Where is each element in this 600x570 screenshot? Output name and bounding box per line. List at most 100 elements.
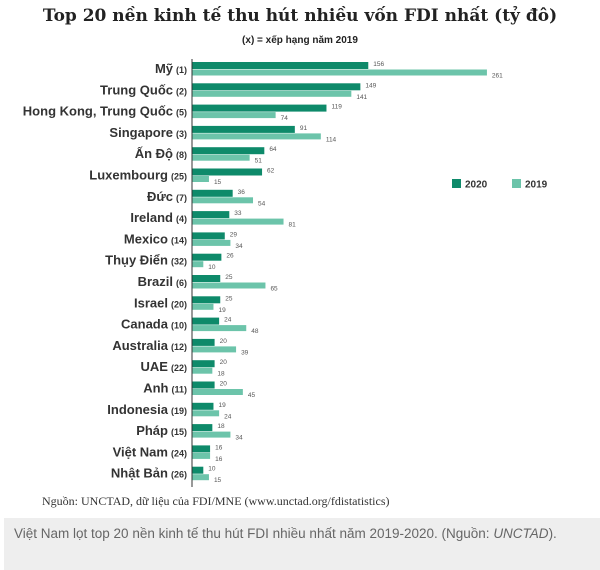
value-label-2019: 19 bbox=[218, 307, 226, 314]
bar-2019 bbox=[192, 431, 231, 438]
value-label-2020: 24 bbox=[224, 317, 232, 324]
category-label: Luxembourg bbox=[89, 168, 168, 183]
caption-text: Việt Nam lọt top 20 nền kinh tế thu hút … bbox=[14, 526, 494, 541]
bar-2020 bbox=[192, 62, 369, 69]
rank-label: (14) bbox=[171, 235, 187, 245]
bar-2020 bbox=[192, 168, 263, 176]
value-label-2019: 45 bbox=[248, 392, 256, 399]
value-label-2019: 114 bbox=[326, 136, 337, 143]
chart-title: Top 20 nền kinh tế thu hút nhiều vốn FDI… bbox=[42, 6, 558, 26]
category-label: Đức bbox=[147, 189, 173, 204]
value-label-2019: 74 bbox=[281, 115, 289, 122]
rank-label: (15) bbox=[171, 427, 187, 437]
chart-subtitle: (x) = xếp hạng năm 2019 bbox=[242, 35, 358, 46]
bar-2019 bbox=[192, 69, 487, 76]
value-label-2020: 16 bbox=[215, 444, 223, 451]
legend-swatch-2020 bbox=[452, 179, 461, 188]
value-label-2020: 19 bbox=[218, 402, 226, 409]
bar-2019 bbox=[192, 346, 237, 353]
category-label: Pháp bbox=[136, 423, 168, 438]
value-label-2019: 15 bbox=[214, 477, 222, 484]
bar-2019 bbox=[192, 261, 204, 268]
value-label-2020: 36 bbox=[238, 189, 246, 196]
value-label-2020: 91 bbox=[300, 125, 308, 132]
rank-label: (32) bbox=[171, 257, 187, 267]
value-label-2020: 33 bbox=[234, 210, 242, 217]
caption-source: UNCTAD bbox=[493, 526, 549, 541]
value-label-2019: 15 bbox=[214, 179, 222, 186]
rank-label: (1) bbox=[176, 65, 187, 75]
category-label: Mỹ bbox=[155, 61, 174, 76]
rank-label: (7) bbox=[176, 193, 187, 203]
bar-2020 bbox=[192, 189, 233, 197]
legend-swatch-2019 bbox=[512, 179, 521, 188]
bar-2020 bbox=[192, 338, 215, 346]
value-label-2020: 20 bbox=[220, 359, 228, 366]
value-label-2020: 26 bbox=[226, 253, 234, 260]
bar-2020 bbox=[192, 424, 213, 432]
bar-2020 bbox=[192, 381, 215, 389]
bar-2020 bbox=[192, 402, 214, 410]
bar-2020 bbox=[192, 275, 221, 282]
category-label: Australia bbox=[112, 338, 168, 353]
bar-chart: (1)Mỹ 156 261 (2)Trung Quốc 149 141 (5)Hong Ko… bbox=[23, 59, 548, 487]
value-label-2020: 64 bbox=[269, 146, 277, 153]
value-label-2019: 65 bbox=[270, 286, 278, 293]
bar-2019 bbox=[192, 474, 209, 481]
category-label: Thụy Điển bbox=[105, 253, 168, 268]
value-label-2020: 18 bbox=[217, 423, 225, 430]
rank-label: (20) bbox=[171, 299, 187, 309]
caption-end: ). bbox=[548, 526, 557, 541]
value-label-2020: 10 bbox=[208, 466, 216, 473]
rank-label: (4) bbox=[176, 214, 187, 224]
rank-label: (11) bbox=[171, 385, 187, 395]
bar-2020 bbox=[192, 125, 295, 133]
category-label: Hong Kong, Trung Quốc bbox=[23, 104, 173, 119]
bar-2019 bbox=[192, 410, 220, 417]
value-label-2019: 18 bbox=[217, 371, 225, 378]
source-note: Nguồn: UNCTAD, dữ liệu của FDI/MNE (www.… bbox=[42, 494, 390, 508]
rank-label: (2) bbox=[176, 86, 187, 96]
value-label-2019: 141 bbox=[356, 94, 367, 101]
category-label: Indonesia bbox=[107, 402, 168, 417]
value-label-2020: 25 bbox=[225, 295, 233, 302]
value-label-2020: 25 bbox=[225, 274, 233, 281]
image-caption: Việt Nam lọt top 20 nền kinh tế thu hút … bbox=[4, 518, 600, 570]
category-label: Brazil bbox=[138, 274, 173, 289]
value-label-2020: 156 bbox=[373, 61, 384, 68]
rank-label: (22) bbox=[171, 363, 187, 373]
bar-2019 bbox=[192, 133, 321, 140]
rank-label: (3) bbox=[176, 129, 187, 139]
rank-label: (12) bbox=[171, 342, 187, 352]
bar-2020 bbox=[192, 360, 215, 368]
category-label: Anh bbox=[143, 381, 168, 396]
rank-label: (24) bbox=[171, 448, 187, 458]
value-label-2020: 149 bbox=[365, 82, 376, 89]
bar-2019 bbox=[192, 90, 352, 97]
value-label-2020: 119 bbox=[331, 104, 342, 111]
value-label-2019: 34 bbox=[235, 435, 243, 442]
category-label: Singapore bbox=[109, 125, 173, 140]
bar-2020 bbox=[192, 445, 211, 453]
bar-2019 bbox=[192, 389, 243, 395]
bar-2019 bbox=[192, 367, 213, 374]
value-label-2019: 10 bbox=[208, 264, 216, 271]
category-label: Trung Quốc bbox=[100, 82, 173, 97]
bar-2019 bbox=[192, 239, 231, 246]
value-label-2020: 20 bbox=[220, 338, 228, 345]
value-label-2020: 20 bbox=[220, 381, 228, 388]
value-label-2019: 54 bbox=[258, 200, 266, 207]
bar-2019 bbox=[192, 452, 211, 459]
rank-label: (26) bbox=[171, 470, 187, 480]
bar-2019 bbox=[192, 218, 284, 225]
category-label: Mexico bbox=[124, 231, 168, 246]
category-label: Nhật Bản bbox=[111, 466, 168, 481]
bar-2020 bbox=[192, 466, 204, 474]
category-label: Việt Nam bbox=[113, 444, 168, 459]
bar-2020 bbox=[192, 83, 361, 91]
bar-2020 bbox=[192, 232, 225, 240]
rank-label: (25) bbox=[171, 172, 187, 182]
bar-2019 bbox=[192, 197, 254, 204]
bar-2019 bbox=[192, 282, 266, 289]
bar-2020 bbox=[192, 211, 230, 219]
